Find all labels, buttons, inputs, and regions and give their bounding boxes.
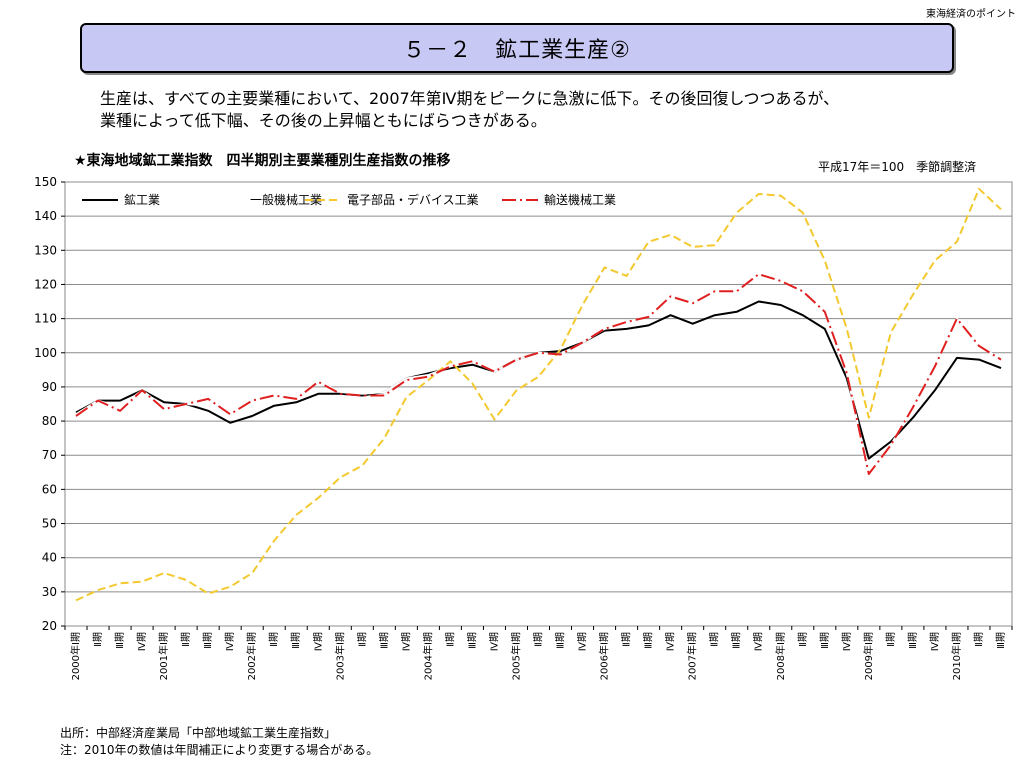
y-tick-label: 70 xyxy=(42,448,57,462)
x-tick-label: 2000年Ⅰ期 xyxy=(69,632,82,680)
x-tick-label: Ⅲ期 xyxy=(731,632,743,649)
x-tick-label: 2002年Ⅰ期 xyxy=(245,632,258,680)
x-tick-label: Ⅳ期 xyxy=(841,632,853,651)
legend-label-1: 一般機械工業 xyxy=(250,192,322,207)
chart-note: 平成17年＝100 季節調整済 xyxy=(818,160,977,174)
x-tick-label: 2001年Ⅰ期 xyxy=(157,632,170,680)
x-tick-label: Ⅳ期 xyxy=(665,632,677,651)
x-tick-label: Ⅱ期 xyxy=(444,632,456,647)
x-tick-label: Ⅱ期 xyxy=(268,632,280,647)
x-tick-label: 2009年Ⅰ期 xyxy=(862,632,875,680)
x-tick-label: Ⅲ期 xyxy=(643,632,655,649)
y-tick-label: 110 xyxy=(34,312,57,326)
lead-line-2: 業種によって低下幅、その後の上昇幅ともにばらつきがある。 xyxy=(100,111,547,130)
legend-label-3: 輸送機械工業 xyxy=(544,192,616,207)
corner-label: 東海経済のポイント xyxy=(926,9,1016,20)
x-tick-label: Ⅱ期 xyxy=(709,632,721,647)
y-tick-label: 140 xyxy=(34,209,57,223)
x-tick-label: 2005年Ⅰ期 xyxy=(509,632,522,680)
y-tick-label: 50 xyxy=(42,517,57,531)
x-tick-label: Ⅲ期 xyxy=(995,632,1007,649)
x-tick-label: 2007年Ⅰ期 xyxy=(686,632,699,680)
y-tick-label: 100 xyxy=(34,346,57,360)
footer: 出所：中部経済産業局「中部地域鉱工業生産指数」 注：2010年の数値は年間補正に… xyxy=(60,725,378,759)
legend-label-0: 鉱工業 xyxy=(124,192,160,207)
x-tick-label: 2006年Ⅰ期 xyxy=(598,632,611,680)
x-tick-label: Ⅳ期 xyxy=(488,632,500,651)
series-line-0 xyxy=(75,300,1002,460)
x-tick-label: 2010年Ⅰ期 xyxy=(950,632,963,680)
y-tick-label: 130 xyxy=(34,243,57,257)
x-tick-label: Ⅳ期 xyxy=(577,632,589,651)
x-tick-label: Ⅲ期 xyxy=(555,632,567,649)
x-tick-label: Ⅲ期 xyxy=(907,632,919,649)
x-tick-label: Ⅳ期 xyxy=(312,632,324,651)
y-tick-label: 120 xyxy=(34,277,57,291)
x-tick-label: 2008年Ⅰ期 xyxy=(774,632,787,680)
x-tick-label: Ⅲ期 xyxy=(290,632,302,649)
series-line-1 xyxy=(75,273,1002,475)
x-tick-label: Ⅱ期 xyxy=(885,632,897,647)
footnote: 注：2010年の数値は年間補正により変更する場合がある。 xyxy=(60,743,379,757)
y-tick-label: 20 xyxy=(42,619,57,633)
lead-line-1: 生産は、すべての主要業種において、2007年第Ⅳ期をピークに急激に低下。その後回… xyxy=(100,89,840,108)
x-tick-label: Ⅲ期 xyxy=(114,632,126,649)
source-note: 出所：中部経済産業局「中部地域鉱工業生産指数」 xyxy=(60,726,337,740)
x-tick-label: Ⅳ期 xyxy=(224,632,236,651)
x-tick-label: Ⅱ期 xyxy=(92,632,104,647)
x-tick-label: Ⅲ期 xyxy=(819,632,831,649)
legend-label-2: 電子部品・デバイス工業 xyxy=(347,192,479,207)
lead-text: 生産は、すべての主要業種において、2007年第Ⅳ期をピークに急激に低下。その後回… xyxy=(100,88,1000,132)
y-tick-label: 40 xyxy=(42,551,57,565)
x-tick-label: Ⅱ期 xyxy=(621,632,633,647)
x-tick-label: 2003年Ⅰ期 xyxy=(333,632,346,680)
x-tick-label: Ⅱ期 xyxy=(533,632,545,647)
chart-heading: ★東海地域鉱工業指数 四半期別主要業種別生産指数の推移 xyxy=(74,153,451,169)
plot-area xyxy=(64,181,1013,627)
x-tick-label: 2004年Ⅰ期 xyxy=(421,632,434,680)
y-tick-label: 150 xyxy=(34,175,57,189)
x-tick-label: Ⅳ期 xyxy=(136,632,148,651)
x-tick-label: Ⅲ期 xyxy=(466,632,478,649)
y-tick-label: 30 xyxy=(42,585,57,599)
x-tick-label: Ⅱ期 xyxy=(180,632,192,647)
y-tick-label: 90 xyxy=(42,380,57,394)
x-tick-label: Ⅳ期 xyxy=(929,632,941,651)
x-tick-label: Ⅲ期 xyxy=(378,632,390,649)
x-tick-label: Ⅱ期 xyxy=(356,632,368,647)
x-tick-label: Ⅳ期 xyxy=(753,632,765,651)
x-tick-label: Ⅱ期 xyxy=(797,632,809,647)
y-tick-label: 80 xyxy=(42,414,57,428)
slide-title: ５－２ 鉱工業生産② xyxy=(80,23,954,73)
x-tick-label: Ⅳ期 xyxy=(400,632,412,651)
x-tick-label: Ⅱ期 xyxy=(973,632,985,647)
x-tick-label: Ⅲ期 xyxy=(202,632,214,649)
y-tick-label: 60 xyxy=(42,482,57,496)
